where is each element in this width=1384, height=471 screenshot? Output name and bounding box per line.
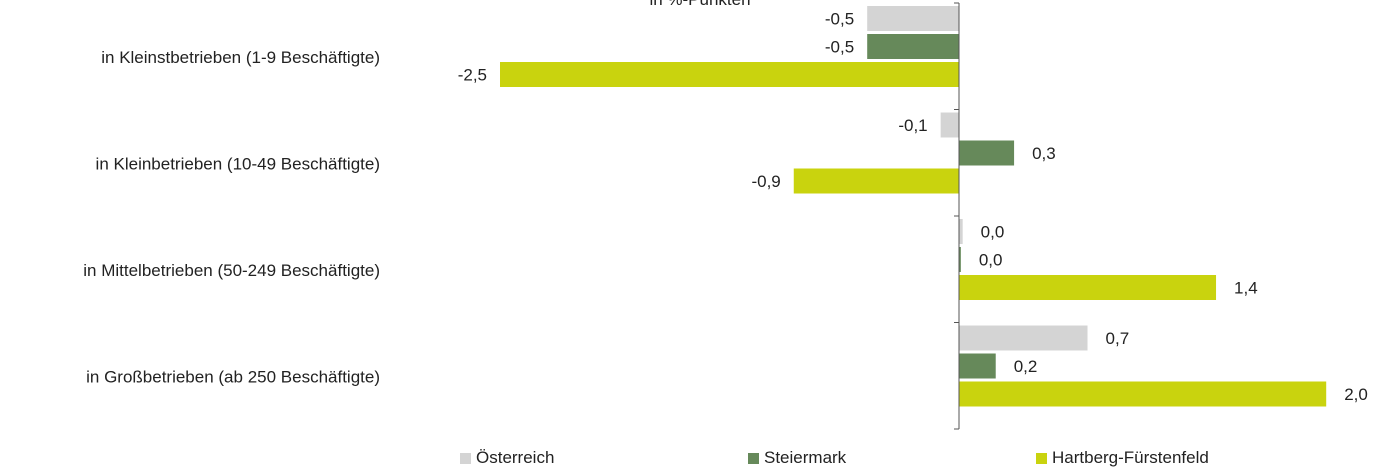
chart-title: in %-Punkten xyxy=(649,0,750,9)
data-label: 0,7 xyxy=(1106,329,1130,348)
category-label: in Großbetrieben (ab 250 Beschäftigte) xyxy=(86,368,380,387)
bar-steiermark xyxy=(959,247,961,272)
bar-osterreich xyxy=(959,325,1088,351)
category-label: in Kleinstbetrieben (1-9 Beschäftigte) xyxy=(101,48,380,67)
data-label: -0,5 xyxy=(825,38,854,57)
data-label: 0,0 xyxy=(981,223,1005,242)
bar-hartberg-furstenfeld xyxy=(793,168,959,194)
bar-osterreich xyxy=(940,112,959,138)
category-label: in Mittelbetrieben (50-249 Beschäftigte) xyxy=(83,261,380,280)
data-label: 0,3 xyxy=(1032,144,1056,163)
bar-hartberg-furstenfeld xyxy=(959,381,1327,407)
legend-label-steiermark: Steiermark xyxy=(764,448,847,467)
data-label: 0,0 xyxy=(979,251,1003,270)
legend-swatch-steiermark xyxy=(748,452,759,464)
legend-item-hartberg-fuerstenfeld: Hartberg-Fürstenfeld xyxy=(1036,446,1209,470)
data-label: -2,5 xyxy=(458,66,487,85)
bar-steiermark xyxy=(959,353,996,379)
value-labels-layer: -0,5 -0,5 -2,5 -0,1 0,3 -0,9 0,0 0,0 1,4 0,7 0,2 2,… xyxy=(458,10,1368,405)
data-label: -0,5 xyxy=(825,10,854,29)
legend-label-hartberg-fuerstenfeld: Hartberg-Fürstenfeld xyxy=(1052,448,1209,467)
legend-label-oesterreich: Österreich xyxy=(476,448,555,467)
legend-item-oesterreich: Österreich xyxy=(460,446,554,470)
data-label: 1,4 xyxy=(1234,279,1258,298)
bar-steiermark xyxy=(867,34,959,59)
data-label: -0,9 xyxy=(751,172,780,191)
category-labels-layer: in Kleinstbetrieben (1-9 Beschäftigte) in… xyxy=(83,48,380,387)
legend-item-steiermark: Steiermark xyxy=(748,446,846,470)
legend-swatch-hartberg-fuerstenfeld xyxy=(1036,452,1047,464)
bar-hartberg-furstenfeld xyxy=(959,275,1217,300)
data-label: -0,1 xyxy=(898,116,927,135)
bar-osterreich xyxy=(959,219,963,244)
category-label: in Kleinbetrieben (10-49 Beschäftigte) xyxy=(96,155,380,174)
value-axis xyxy=(954,2,960,430)
bar-hartberg-furstenfeld xyxy=(500,62,959,87)
data-label: 2,0 xyxy=(1344,385,1368,404)
data-label: 0,2 xyxy=(1014,357,1038,376)
bars-layer xyxy=(500,6,1327,407)
bar-osterreich xyxy=(867,6,959,31)
legend-swatch-oesterreich xyxy=(460,452,471,464)
bar-steiermark xyxy=(959,140,1015,166)
